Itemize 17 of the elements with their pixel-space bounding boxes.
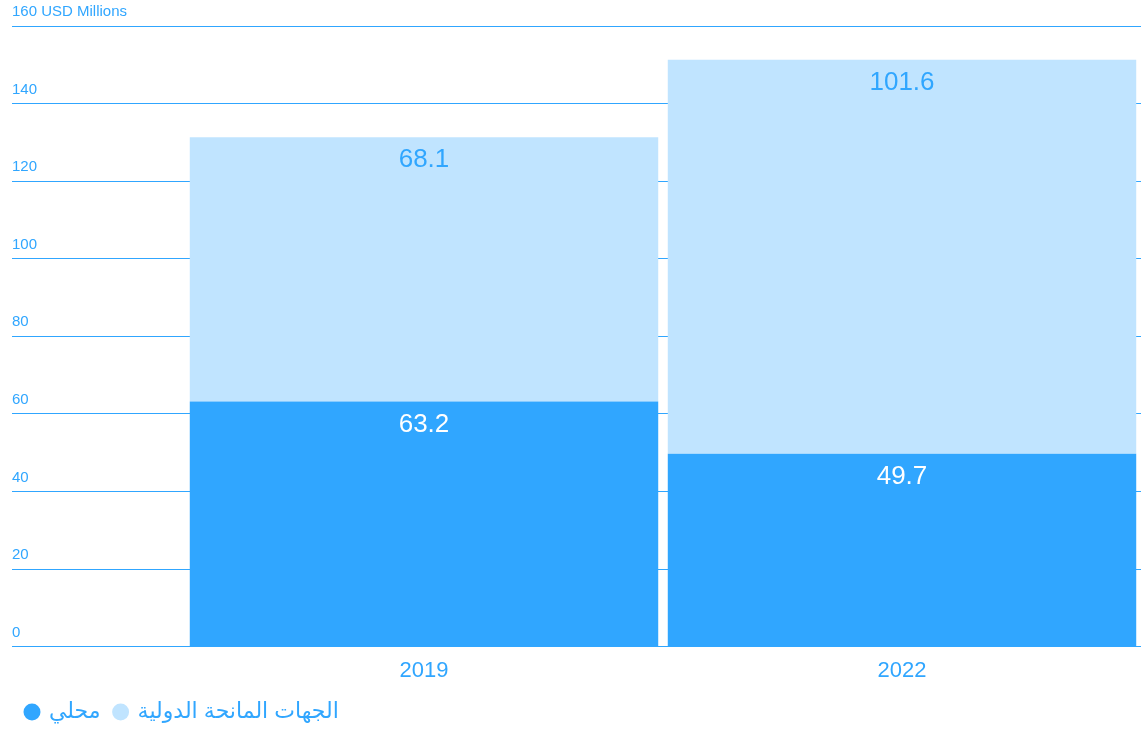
y-tick-label: 60: [12, 390, 29, 408]
y-tick-label: 100: [12, 234, 38, 252]
y-tick-label: 0: [12, 622, 21, 640]
x-tick-label: 2022: [877, 656, 927, 682]
data-label: 68.1: [398, 143, 450, 174]
x-tick-label: 2019: [399, 656, 449, 682]
data-label: 63.2: [398, 407, 450, 438]
y-tick-label: 80: [12, 312, 29, 330]
y-tick-label: 40: [12, 467, 29, 485]
data-label: 49.7: [876, 460, 928, 490]
data-label: 101.6: [869, 65, 935, 96]
y-tick-label: 20: [12, 545, 29, 563]
legend-label: الجهات المانحة الدولية: [137, 698, 339, 724]
legend-label: محلي: [49, 698, 101, 725]
y-tick-label: 120: [12, 157, 38, 175]
y-tick-label: 160 USD Millions: [12, 2, 128, 20]
y-tick-label: 140: [12, 79, 38, 97]
